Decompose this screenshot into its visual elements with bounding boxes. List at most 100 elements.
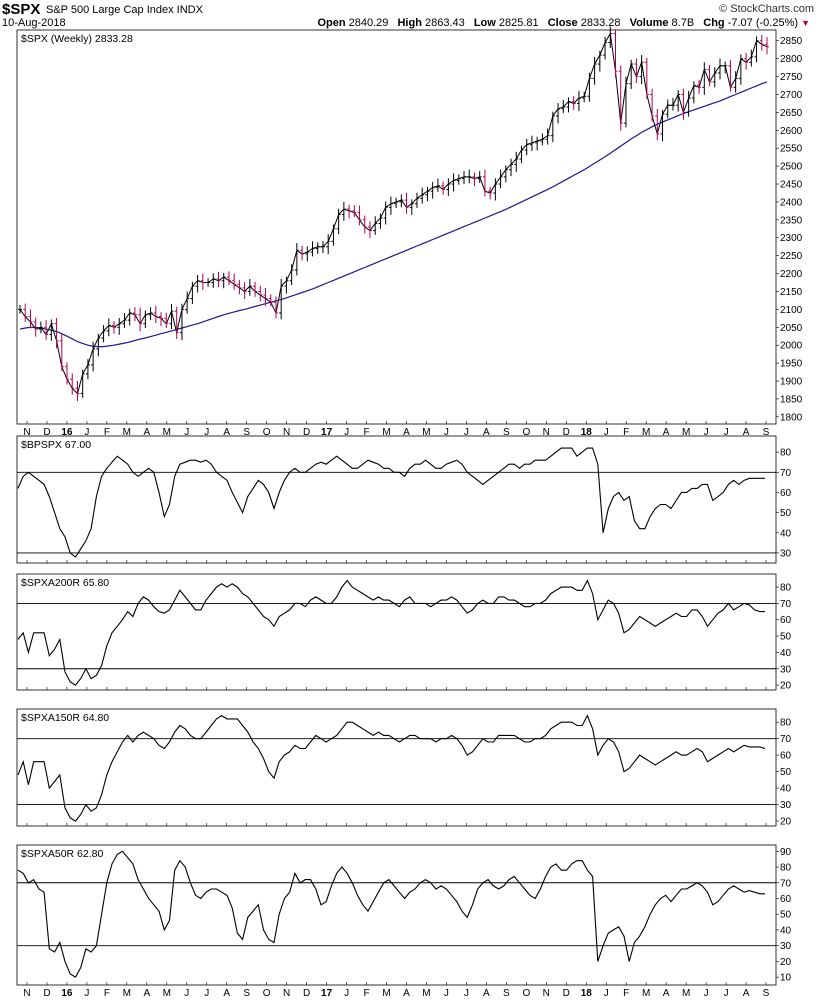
month-label: M	[642, 988, 650, 999]
month-label: J	[344, 988, 349, 999]
low-label: Low	[473, 17, 496, 29]
month-label: J	[704, 988, 709, 999]
low-value: 2825.81	[498, 17, 539, 29]
month-label: D	[43, 427, 50, 438]
y-tick-label: 60	[780, 615, 792, 626]
month-label: F	[623, 427, 629, 438]
month-label: D	[303, 427, 310, 438]
close-label: Close	[547, 17, 578, 29]
month-label: J	[464, 988, 469, 999]
panel-title: $SPX (Weekly) 2833.28	[21, 33, 133, 45]
y-tick-label: 2850	[780, 36, 803, 47]
month-label: A	[143, 427, 150, 438]
panel-title: $BPSPX 67.00	[21, 439, 91, 451]
month-label: A	[663, 988, 670, 999]
y-tick-label: 50	[780, 767, 792, 778]
year-label: 16	[61, 988, 73, 999]
year-label: 18	[581, 427, 593, 438]
panel-frame	[16, 573, 777, 691]
y-tick-label: 70	[780, 734, 792, 745]
month-label: S	[243, 988, 250, 999]
month-label: N	[23, 988, 30, 999]
month-label: J	[464, 427, 469, 438]
month-label: M	[163, 988, 171, 999]
month-label: O	[522, 988, 530, 999]
chart-date: 10-Aug-2018	[2, 17, 66, 29]
y-tick-label: 2800	[780, 54, 803, 65]
month-label: J	[724, 427, 729, 438]
month-label: S	[763, 988, 770, 999]
y-tick-label: 30	[780, 941, 792, 952]
month-label: A	[403, 427, 410, 438]
index-name: S&P 500 Large Cap Index INDX	[46, 4, 203, 16]
chg-value: -7.07 (-0.25%)	[727, 17, 799, 29]
month-label: A	[483, 427, 490, 438]
panel-4: 20 30 40 50 60 70 80 $SPXA150R 64.80	[16, 708, 792, 828]
y-tick-label: 30	[780, 664, 792, 675]
y-tick-label: 2000	[780, 341, 803, 352]
y-tick-label: 2300	[780, 233, 803, 244]
month-label: D	[43, 988, 50, 999]
y-tick-label: 2700	[780, 90, 803, 101]
month-label: F	[104, 988, 110, 999]
y-tick-label: 40	[780, 784, 792, 795]
y-tick-label: 2550	[780, 144, 803, 155]
y-tick-label: 40	[780, 925, 792, 936]
y-tick-label: 2450	[780, 180, 803, 191]
month-label: M	[123, 427, 131, 438]
y-tick-label: 70	[780, 878, 792, 889]
month-label: D	[303, 988, 310, 999]
month-label: N	[543, 988, 550, 999]
month-label: A	[403, 988, 410, 999]
y-tick-label: 20	[780, 957, 792, 968]
month-label: N	[543, 427, 550, 438]
month-label: M	[422, 427, 430, 438]
month-label: A	[143, 988, 150, 999]
y-tick-label: 2050	[780, 323, 803, 334]
symbol: $SPX	[2, 1, 41, 18]
brand-label[interactable]: © StockCharts.com	[719, 3, 814, 15]
month-label: S	[503, 427, 510, 438]
indicator-line	[17, 579, 765, 686]
month-label: O	[263, 427, 271, 438]
month-label: M	[382, 427, 390, 438]
y-tick-label: 40	[780, 528, 792, 539]
month-label: M	[382, 988, 390, 999]
month-label: N	[23, 427, 30, 438]
month-label: O	[263, 988, 271, 999]
month-label: J	[184, 988, 189, 999]
panel-title: $SPXA50R 62.80	[21, 848, 103, 860]
close-value: 2833.28	[580, 17, 621, 29]
y-tick-label: 80	[780, 583, 792, 594]
month-label: F	[363, 988, 369, 999]
month-label: J	[444, 988, 449, 999]
month-label: S	[763, 427, 770, 438]
y-tick-label: 1800	[780, 412, 803, 423]
panel-frame	[16, 29, 777, 425]
high-value: 2863.43	[424, 17, 465, 29]
y-tick-label: 80	[780, 448, 792, 459]
month-label: A	[223, 988, 230, 999]
down-arrow-icon: ▼	[801, 18, 810, 28]
indicator-line	[17, 714, 766, 822]
panel-frame	[16, 708, 777, 827]
y-tick-label: 20	[780, 681, 792, 692]
panel-title: $SPXA200R 65.80	[21, 577, 109, 589]
indicator-line	[17, 850, 765, 978]
ohlc-summary: Open 2840.29 High 2863.43 Low 2825.81 Cl…	[311, 17, 810, 29]
month-label: J	[84, 988, 89, 999]
y-tick-label: 50	[780, 508, 792, 519]
y-tick-label: 50	[780, 910, 792, 921]
month-label: J	[84, 427, 89, 438]
panel-frame	[16, 435, 777, 564]
month-label: A	[483, 988, 490, 999]
y-tick-label: 1900	[780, 377, 803, 388]
moving-average-line	[19, 81, 768, 348]
panel-5: 10 20 30 40 50 60 70 80 90 $SPXA50R 62.80 N D 16 J F M A…	[16, 844, 792, 999]
y-tick-label: 60	[780, 488, 792, 499]
year-label: 17	[321, 988, 333, 999]
y-tick-label: 10	[780, 973, 792, 984]
y-tick-label: 2600	[780, 126, 803, 137]
open-label: Open	[317, 17, 346, 29]
